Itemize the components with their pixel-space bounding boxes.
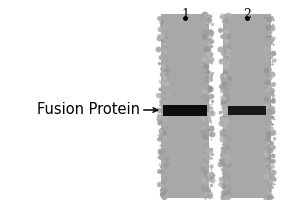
Bar (223, 14, 271, 198)
Text: 1: 1 (181, 8, 189, 21)
Text: 2: 2 (243, 8, 251, 21)
Bar (163, 104, 207, 116)
Bar (161, 14, 209, 198)
Bar (228, 106, 266, 114)
Text: Fusion Protein: Fusion Protein (37, 102, 140, 117)
